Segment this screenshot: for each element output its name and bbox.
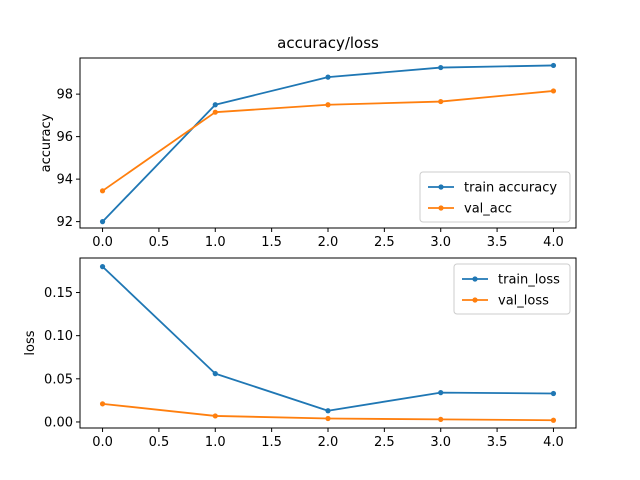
data-point-val-loss	[212, 413, 218, 419]
x-tick-label: 2.0	[318, 235, 339, 250]
y-tick-label: 92	[56, 215, 73, 230]
x-tick-label: 1.0	[205, 235, 226, 250]
y-tick-label: 0.05	[44, 372, 73, 387]
data-point-val-loss	[325, 415, 331, 422]
data-point-train-loss	[438, 390, 444, 396]
x-tick-label: 0.5	[149, 235, 170, 250]
legend-label-train-loss: train_loss	[498, 273, 560, 288]
y-tick-label: 0.00	[44, 415, 73, 430]
legend-marker-val-loss	[472, 297, 478, 303]
accuracy-subplot: accuracy/loss 0.0 0.5 1.0 1.5 2.0 2.5 3.0 3.5 4.0…	[39, 34, 577, 250]
x-tick-label: 0.0	[92, 235, 113, 250]
data-point-train-accuracy	[550, 62, 557, 69]
data-point-val-loss	[438, 416, 444, 422]
legend-marker-train-loss	[472, 276, 478, 282]
data-point-train-accuracy	[438, 64, 444, 71]
legend: train accuracy val_acc	[419, 171, 571, 223]
y-axis-label: accuracy	[39, 113, 54, 172]
x-tick-label: 2.5	[374, 435, 395, 450]
x-tick-label: 2.5	[374, 235, 395, 250]
chart-title: accuracy/loss	[277, 34, 379, 52]
x-tick-label: 3.0	[430, 235, 451, 250]
data-point-train-accuracy	[325, 74, 331, 80]
x-tick-label: 3.5	[487, 235, 508, 250]
legend-box	[419, 171, 571, 223]
x-tick-label: 4.0	[543, 235, 564, 250]
y-tick-label: 98	[56, 88, 73, 103]
x-tick-label: 2.0	[318, 435, 339, 450]
data-point-train-loss	[99, 264, 106, 270]
x-tick-label: 1.5	[261, 235, 282, 250]
y-tick-label: 0.10	[44, 329, 73, 344]
legend-label-val-loss: val_loss	[498, 294, 549, 309]
x-tick-label: 1.0	[205, 435, 226, 450]
legend-marker-val-acc	[438, 205, 444, 211]
x-tick-label: 3.0	[430, 435, 451, 450]
legend-label-train-accuracy: train accuracy	[464, 181, 557, 196]
legend: train_loss val_loss	[453, 263, 571, 315]
data-point-train-loss	[550, 390, 557, 397]
data-point-train-loss	[325, 408, 331, 414]
data-point-val-acc	[550, 88, 557, 94]
y-tick-label: 96	[56, 130, 73, 145]
data-point-train-loss	[212, 371, 218, 377]
data-point-val-acc	[212, 109, 218, 115]
data-point-val-acc	[325, 102, 331, 108]
x-tick-label: 1.5	[261, 435, 282, 450]
x-tick-label: 3.5	[487, 435, 508, 450]
x-tick-label: 0.0	[92, 435, 113, 450]
x-tick-label: 4.0	[543, 435, 564, 450]
data-point-val-acc	[99, 188, 106, 194]
data-point-val-acc	[438, 98, 444, 105]
y-axis-label: loss	[23, 330, 38, 355]
legend-marker-train-accuracy	[438, 184, 444, 190]
data-point-train-accuracy	[212, 102, 218, 108]
data-point-val-loss	[99, 401, 106, 407]
x-tick-label: 0.5	[149, 435, 170, 450]
legend-box	[453, 263, 571, 315]
legend-label-val-acc: val_acc	[464, 202, 512, 217]
data-point-val-loss	[550, 417, 557, 423]
y-tick-label: 94	[56, 173, 73, 188]
y-tick-label: 0.15	[44, 286, 73, 301]
loss-subplot: 0.0 0.5 1.0 1.5 2.0 2.5 3.0 3.5 4.0 0.00 0.05 0.10 0…	[23, 257, 577, 450]
data-point-train-accuracy	[99, 219, 106, 225]
